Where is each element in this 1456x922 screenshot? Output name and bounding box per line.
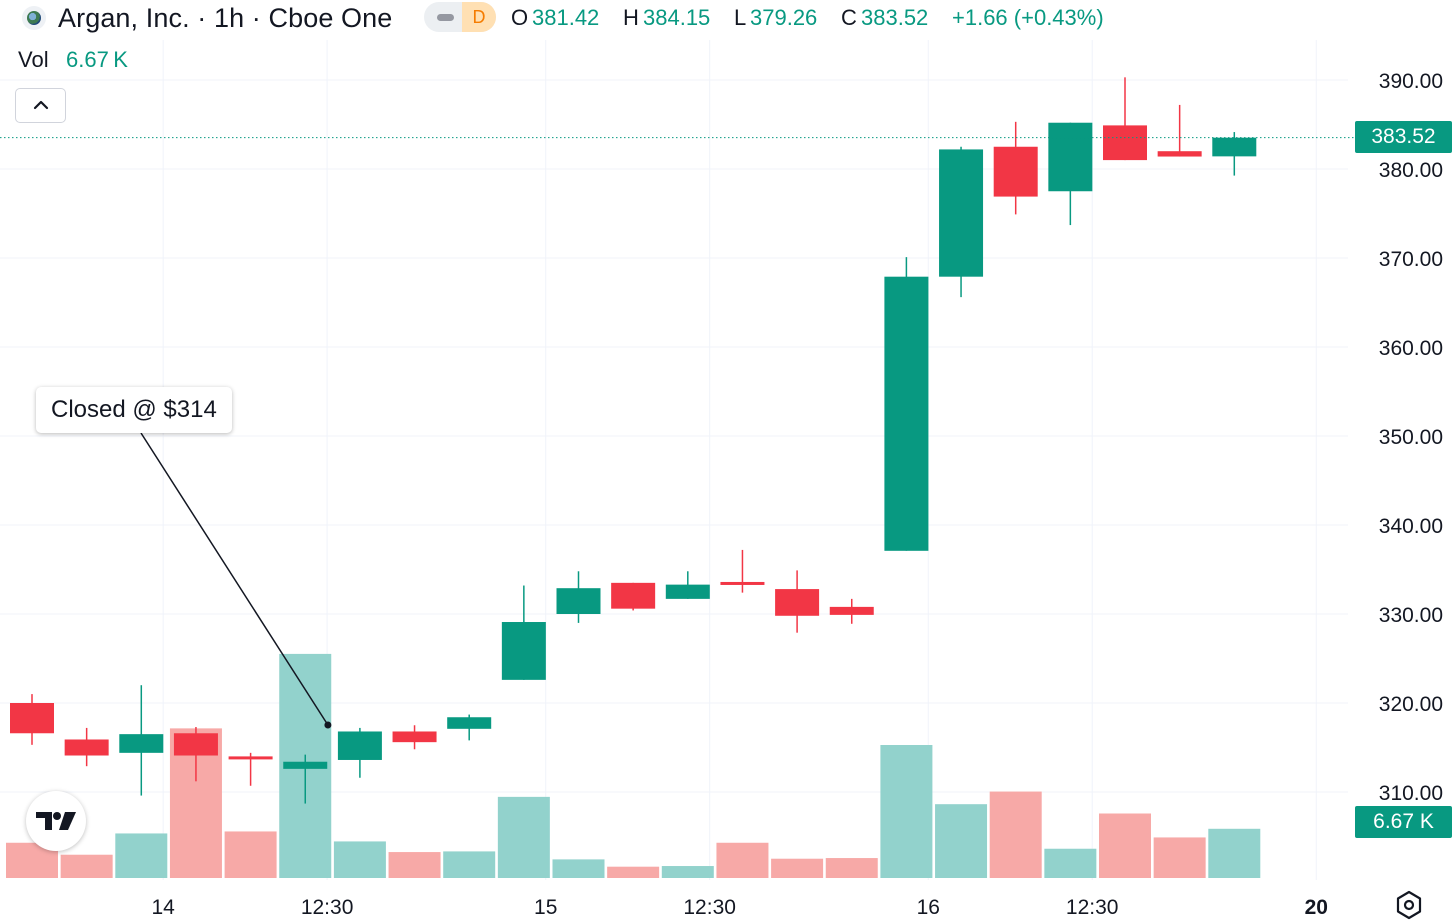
- volume-bar: [1099, 813, 1151, 878]
- y-tick-label: 340.00: [1379, 515, 1443, 538]
- volume-bar: [1153, 837, 1206, 878]
- candle-body[interactable]: [501, 622, 546, 680]
- candle-body[interactable]: [611, 582, 656, 609]
- volume-bar: [989, 791, 1042, 878]
- x-tick-label: 20: [1305, 896, 1328, 919]
- volume-bar: [607, 866, 660, 878]
- y-tick-label: 370.00: [1379, 248, 1443, 271]
- last-price-badge: 383.52: [1355, 121, 1452, 153]
- volume-badge: 6.67 K: [1355, 806, 1452, 838]
- candle-body[interactable]: [10, 703, 54, 734]
- x-tick-label: 12:30: [1066, 896, 1119, 919]
- volume-bar: [716, 842, 769, 878]
- tradingview-mark-icon: [36, 812, 76, 830]
- delayed-badge[interactable]: D: [462, 2, 496, 32]
- x-tick-label: 12:30: [301, 896, 354, 919]
- low-label: L: [734, 5, 747, 30]
- candle-body[interactable]: [228, 756, 273, 760]
- volume-bar: [552, 859, 605, 878]
- volume-bar: [935, 804, 988, 878]
- volume-bar: [880, 745, 933, 878]
- candle-body[interactable]: [283, 761, 328, 769]
- volume-label[interactable]: Vol: [18, 47, 49, 72]
- candle-body[interactable]: [720, 581, 765, 585]
- y-tick-label: 360.00: [1379, 337, 1443, 360]
- candle-body[interactable]: [1103, 125, 1147, 161]
- x-tick-label: 12:30: [683, 896, 736, 919]
- candle-body[interactable]: [447, 717, 492, 729]
- candle-body[interactable]: [1048, 122, 1093, 192]
- candle-body[interactable]: [1212, 137, 1257, 157]
- time-axis: 14 12:30 15 12:30 16 12:30 20: [151, 896, 1327, 919]
- symbol-title[interactable]: Argan, Inc. · 1h · Cboe One: [58, 3, 393, 33]
- candle-body[interactable]: [665, 584, 710, 599]
- market-closed-icon: [437, 14, 454, 21]
- collapse-legend-button[interactable]: [15, 88, 66, 123]
- y-tick-label: 330.00: [1379, 604, 1443, 627]
- high-value: 384.15: [643, 5, 711, 30]
- y-tick-label: 350.00: [1379, 426, 1443, 449]
- volume-bars: [6, 653, 1261, 878]
- settings-hexagon-icon[interactable]: [1394, 890, 1424, 920]
- volume-bar: [771, 858, 824, 878]
- volume-bar: [224, 831, 277, 878]
- price-axis: 310.00 320.00 330.00 340.00 350.00 360.00 370.…: [1379, 70, 1443, 805]
- x-tick-label: 15: [534, 896, 557, 919]
- candle-body[interactable]: [884, 276, 929, 551]
- candle-body[interactable]: [829, 606, 874, 615]
- volume-bar: [333, 841, 386, 878]
- y-tick-label: 320.00: [1379, 693, 1443, 716]
- volume-bar: [443, 851, 496, 878]
- open-value: 381.42: [532, 5, 600, 30]
- volume-bar: [661, 866, 714, 878]
- annotation-callout[interactable]: Closed @ $314: [36, 387, 232, 433]
- candle-body[interactable]: [775, 589, 820, 616]
- volume-bar: [1208, 828, 1261, 878]
- candle-body[interactable]: [337, 731, 382, 760]
- candles: [10, 77, 1257, 804]
- volume-bar: [1044, 848, 1097, 878]
- symbol-logo-icon: [22, 6, 46, 30]
- low-value: 379.26: [750, 5, 818, 30]
- volume-value: 6.67 K: [66, 47, 128, 72]
- x-tick-label: 14: [151, 896, 175, 919]
- volume-bar: [60, 854, 113, 878]
- chevron-up-icon: [33, 100, 49, 110]
- candle-body[interactable]: [173, 733, 218, 756]
- annotation-pointer: [140, 432, 332, 729]
- price-change: +1.66 (+0.43%): [952, 5, 1104, 30]
- candle-body[interactable]: [392, 731, 437, 743]
- candle-body[interactable]: [993, 146, 1038, 197]
- high-label: H: [623, 5, 639, 30]
- volume-bar: [388, 852, 441, 878]
- annotation-anchor-dot: [324, 721, 332, 729]
- volume-bar: [115, 833, 168, 878]
- close-value: 383.52: [861, 5, 929, 30]
- tradingview-logo-icon[interactable]: [26, 791, 86, 851]
- candle-body[interactable]: [939, 149, 984, 277]
- y-tick-label: 380.00: [1379, 159, 1443, 182]
- annotation-line: [140, 432, 329, 726]
- candle-body[interactable]: [1157, 151, 1202, 157]
- market-status-pill[interactable]: D: [424, 2, 496, 32]
- close-label: C: [841, 5, 857, 30]
- y-tick-label: 310.00: [1379, 782, 1443, 805]
- y-tick-label: 390.00: [1379, 70, 1443, 93]
- volume-bar: [497, 796, 550, 878]
- open-label: O: [511, 5, 529, 30]
- candle-body[interactable]: [64, 739, 109, 756]
- volume-bar: [825, 858, 878, 878]
- candle-body[interactable]: [119, 734, 164, 753]
- candle-body[interactable]: [556, 588, 601, 614]
- x-tick-label: 16: [917, 896, 940, 919]
